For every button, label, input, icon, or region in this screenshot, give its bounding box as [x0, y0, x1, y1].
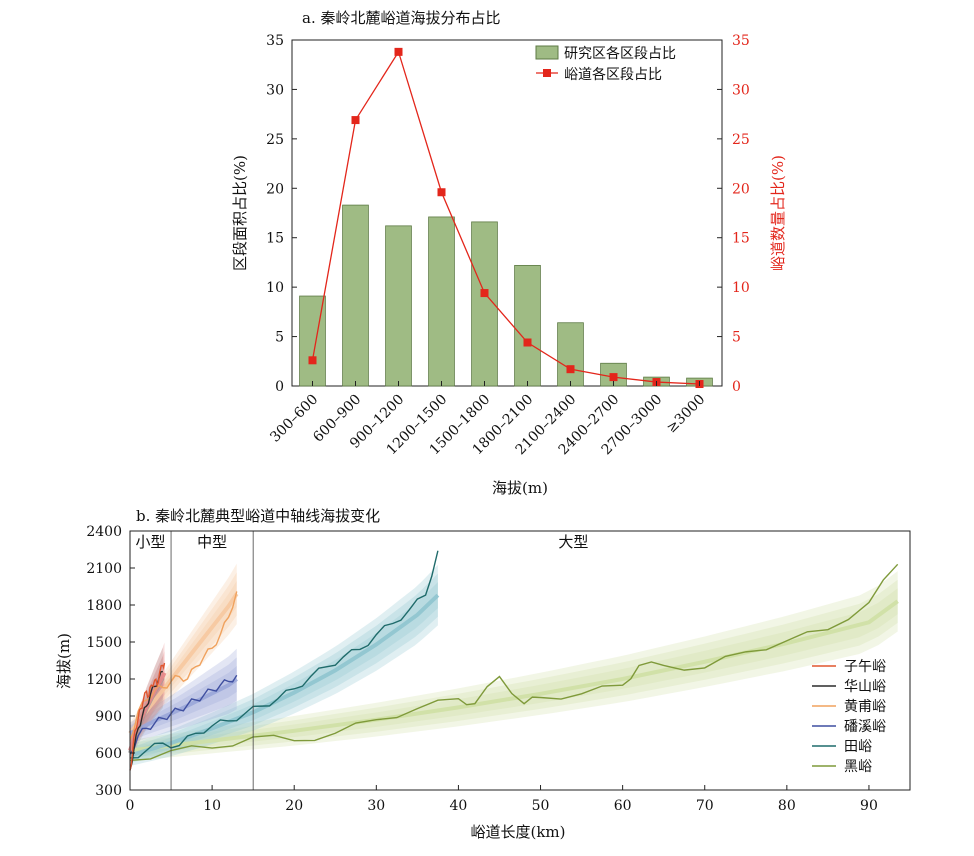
legend-label-黄甫峪: 黄甫峪: [844, 698, 886, 715]
band-黑峪: [130, 588, 898, 756]
line-point-1500–1800: [480, 289, 489, 298]
y-tick-label: 1500: [86, 635, 122, 651]
legend-swatch-marker: [543, 69, 551, 77]
x-tick-label: 20: [285, 798, 303, 814]
panel-a-bars: [299, 204, 713, 387]
trend-黑峪: [129, 599, 899, 753]
band-田峪: [130, 582, 438, 760]
y-tick-label-left: 25: [266, 132, 284, 148]
x-tick-label: 80: [778, 798, 796, 814]
series-黄甫峪: [129, 591, 238, 741]
legend-swatch-bar: [535, 45, 559, 60]
x-tick-label: 60: [614, 798, 632, 814]
series-黑峪: [129, 563, 899, 762]
panel-a-y-label-right: 峪道数量占比(%): [769, 155, 787, 271]
band-田峪: [130, 564, 438, 767]
legend-label-田峪: 田峪: [844, 739, 872, 755]
legend-label-磻溪峪: 磻溪峪: [844, 719, 886, 735]
bar-1200–1500: [428, 216, 455, 387]
bar-900–1200: [385, 225, 412, 387]
panel-b: b. 秦岭北麓典型峪道中轴线海拔变化 300600900120015001800…: [55, 507, 911, 841]
series-子午峪: [129, 662, 166, 771]
panel-b-plot-frame: [129, 530, 911, 791]
annotation-size-class: 中型: [197, 533, 227, 551]
y-tick-label-left: 10: [266, 280, 284, 296]
y-tick-label-right: 25: [732, 132, 750, 148]
y-tick-label-right: 20: [732, 181, 750, 197]
x-tick-label: 70: [696, 798, 714, 814]
annotation-size-class: 大型: [558, 533, 588, 551]
y-tick-label-right: 10: [732, 280, 750, 296]
y-tick-label-right: 0: [732, 379, 741, 395]
line-point-300–600: [308, 356, 317, 365]
x-tick-label: 40: [450, 798, 468, 814]
panel-a-y-label-left: 区段面积占比(%): [231, 155, 249, 271]
panel-b-size-dividers: [170, 531, 254, 790]
x-tick-label: ≥3000: [664, 392, 709, 437]
panel-a-title: a. 秦岭北麓峪道海拔分布占比: [302, 9, 500, 27]
panel-b-annotations: 小型 中型 大型: [136, 533, 589, 551]
trend-子午峪: [128, 672, 167, 752]
x-tick-label: 10: [203, 798, 221, 814]
y-tick-label-right: 30: [732, 82, 750, 98]
panel-b-series: [129, 550, 899, 771]
y-tick-label-right: 5: [732, 330, 741, 346]
y-tick-label-left: 20: [266, 181, 284, 197]
line-point-900–1200: [394, 47, 403, 56]
legend-label-子午峪: 子午峪: [844, 659, 886, 675]
x-tick-label: 30: [367, 798, 385, 814]
trend-磻溪峪: [129, 677, 238, 736]
panel-a: a. 秦岭北麓峪道海拔分布占比 0 5 10 15 20 25 30 35 0 5 10 15 20 2…: [231, 9, 787, 497]
panel-a-left-axis: 0 5 10 15 20 25 30 35: [266, 33, 297, 395]
y-tick-label: 600: [95, 746, 122, 762]
panel-b-x-label: 峪道长度(km): [470, 823, 565, 841]
line-point-2100–2400: [566, 365, 575, 374]
y-tick-label: 900: [95, 709, 122, 725]
panel-b-y-axis: 300 600 900 1200 1500 1800 2100 2400: [86, 524, 135, 799]
legend-label-line: 峪道各区段占比: [564, 67, 662, 83]
panel-b-y-label: 海拔(m): [55, 633, 73, 689]
y-tick-label: 2400: [86, 524, 122, 540]
series-磻溪峪: [129, 674, 238, 755]
y-tick-label-right: 35: [732, 33, 750, 49]
panel-b-x-axis: 0 10 20 30 40 50 60 70 80 90: [126, 785, 878, 814]
line-point-600–900: [351, 116, 360, 125]
legend-label-bar: 研究区各区段占比: [564, 46, 676, 62]
x-tick-label: 0: [126, 798, 135, 814]
legend-label-黑峪: 黑峪: [844, 759, 872, 775]
bar-600–900: [342, 204, 369, 387]
y-tick-label: 2100: [86, 561, 122, 577]
panel-a-legend: 研究区各区段占比 峪道各区段占比: [535, 45, 676, 83]
line-series-yudao: [311, 50, 700, 385]
panel-a-right-axis: 0 5 10 15 20 25 30 35: [717, 33, 750, 395]
panel-a-x-axis: 300–600600–900900–12001200–15001500–1800…: [267, 381, 708, 458]
y-tick-label-left: 5: [275, 330, 284, 346]
line-point-1800–2100: [523, 338, 532, 347]
panel-a-plot-frame: [291, 39, 723, 387]
annotation-size-class: 小型: [136, 533, 166, 551]
band-田峪: [130, 573, 438, 764]
line-point-1200–1500: [437, 188, 446, 197]
band-黑峪: [130, 571, 898, 762]
y-tick-label-left: 0: [275, 379, 284, 395]
series-田峪: [129, 550, 439, 759]
line-point-2400–2700: [609, 373, 618, 382]
y-tick-label-left: 15: [266, 231, 284, 247]
bar-1800–2100: [514, 264, 541, 387]
panel-a-x-label: 海拔(m): [492, 479, 548, 497]
y-tick-label-left: 35: [266, 33, 284, 49]
y-tick-label-right: 15: [732, 231, 750, 247]
y-tick-label: 1200: [86, 672, 122, 688]
x-tick-label: 50: [532, 798, 550, 814]
y-tick-label: 1800: [86, 598, 122, 614]
x-tick-label: 90: [860, 798, 878, 814]
legend-label-华山峪: 华山峪: [844, 679, 886, 695]
bar-2100–2400: [557, 322, 584, 387]
panel-b-title: b. 秦岭北麓典型峪道中轴线海拔变化: [136, 507, 380, 525]
y-tick-label: 300: [95, 783, 122, 799]
y-tick-label-left: 30: [266, 82, 284, 98]
